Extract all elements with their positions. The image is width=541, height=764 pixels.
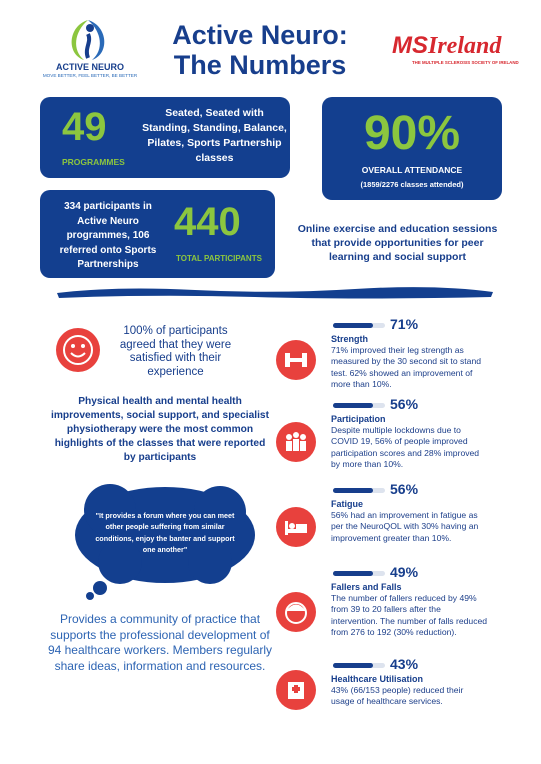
title: Active Neuro: The Numbers (140, 20, 380, 80)
title-line: The Numbers (173, 50, 347, 80)
attendance-box: 90% OVERALL ATTENDANCE (1859/2276 classe… (322, 97, 502, 200)
metric-percent: 56% (390, 481, 419, 497)
big-number: 440 (174, 200, 241, 244)
community-text: Provides a community of practice that su… (47, 612, 273, 673)
stat-label: PROGRAMMES (62, 157, 125, 167)
metric-percent: 43% (390, 656, 419, 672)
progress-bar (333, 571, 385, 576)
metric-percent: 71% (390, 316, 419, 332)
strength-icon (276, 340, 316, 380)
programmes-box: 49 PROGRAMMES Seated, Seated with Standi… (40, 97, 290, 178)
metric-title: Healthcare Utilisation (331, 674, 424, 684)
logo-name: ACTIVE NEURO (55, 62, 124, 72)
participants-box: 334 participants in Active Neuro program… (40, 190, 275, 278)
metric-title: Fallers and Falls (331, 582, 402, 592)
stat-detail: (1859/2276 classes attended) (360, 180, 464, 189)
metric-title: Participation (331, 414, 386, 424)
metric-text: 43% (66/153 people) reduced their usage … (331, 685, 464, 707)
logo-icon (71, 20, 105, 60)
progress-bar (333, 403, 385, 408)
partner-logo: MSIreland (392, 32, 501, 60)
partner-ms: MS (392, 32, 428, 59)
progress-bar (333, 323, 385, 328)
stat-label: TOTAL PARTICIPANTS (176, 254, 262, 263)
healthcare-icon (276, 670, 316, 710)
highlights-text: Physical health and mental health improv… (51, 396, 269, 463)
metric-text: Despite multiple lockdowns due to COVID … (331, 425, 480, 470)
online-text: Online exercise and education sessions t… (297, 223, 498, 263)
progress-bar (333, 488, 385, 493)
stat-text: Seated, Seated with Standing, Standing, … (142, 107, 287, 164)
satisfaction-text: 100% of participants agreed that they we… (119, 325, 232, 378)
big-number: 49 (62, 105, 107, 149)
metric-title: Strength (331, 334, 368, 344)
metric-text: The number of fallers reduced by 49% fro… (331, 593, 488, 638)
metric-text: 71% improved their leg strength as measu… (331, 345, 482, 390)
quote-text: "It provides a forum where you can meet … (95, 511, 235, 554)
participation-icon (276, 422, 316, 462)
stat-text: 334 participants in Active Neuro program… (59, 201, 157, 270)
partner-ireland: Ireland (428, 33, 502, 59)
smiley-icon (56, 328, 100, 372)
stat-label: OVERALL ATTENDANCE (361, 165, 463, 175)
progress-bar (333, 663, 385, 668)
big-number: 90% (363, 107, 461, 160)
brush-stroke (57, 287, 493, 299)
metric-text: 56% had an improvement in fatigue as per… (331, 510, 479, 543)
speech-cloud (75, 484, 255, 600)
metric-percent: 49% (390, 564, 419, 580)
falls-icon (276, 592, 316, 632)
title-line: Active Neuro: (172, 20, 348, 50)
metric-title: Fatigue (331, 499, 364, 509)
logo-tagline: MOVE BETTER, FEEL BETTER, BE BETTER (42, 73, 138, 78)
partner-tagline: THE MULTIPLE SCLEROSIS SOCIETY OF IRELAN… (412, 60, 519, 65)
fatigue-icon (276, 507, 316, 547)
metric-percent: 56% (390, 396, 419, 412)
